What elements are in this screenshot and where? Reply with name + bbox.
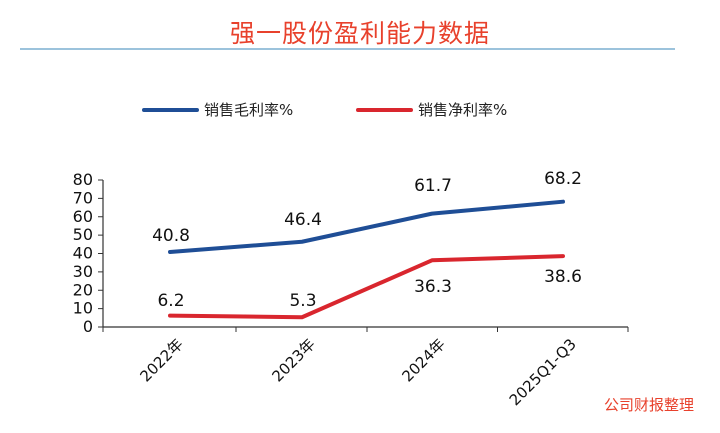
gross-margin-line	[168, 199, 565, 255]
chart-title: 强一股份盈利能力数据	[229, 19, 490, 48]
chart-data-labels: 40.8 46.4 61.7 68.2 6.2 5.3 36.3 38.6	[152, 169, 582, 311]
net-margin-data-label: 38.6	[544, 267, 582, 287]
gross-margin-data-label: 61.7	[414, 176, 452, 196]
x-category-label: 2022年	[136, 335, 186, 385]
y-tick-label: 0	[83, 317, 93, 336]
y-tick-label: 10	[73, 299, 93, 318]
chart-series	[168, 199, 565, 320]
y-tick-label: 20	[73, 280, 93, 299]
y-tick-label: 40	[73, 244, 93, 263]
gross-margin-data-label: 46.4	[284, 210, 322, 230]
chart-legend: 销售毛利率% 销售净利率%	[142, 101, 507, 119]
x-category-label: 2023年	[268, 335, 318, 385]
net-margin-line	[168, 254, 565, 320]
net-margin-data-label: 6.2	[157, 291, 184, 311]
y-tick-label: 60	[73, 207, 93, 226]
y-tick-label: 50	[73, 225, 93, 244]
legend-label: 销售净利率%	[418, 101, 507, 119]
x-category-label: 2024年	[398, 335, 448, 385]
source-watermark: 公司财报整理	[603, 396, 694, 414]
y-tick-label: 80	[73, 170, 93, 189]
gross-margin-data-label: 68.2	[544, 169, 582, 189]
y-tick-label: 30	[73, 262, 93, 281]
net-margin-data-label: 5.3	[289, 291, 316, 311]
gross-margin-data-label: 40.8	[152, 226, 190, 246]
net-margin-data-label: 36.3	[414, 277, 452, 297]
legend-label: 销售毛利率%	[204, 101, 293, 119]
y-tick-label: 70	[73, 188, 93, 207]
title-divider	[20, 48, 675, 50]
x-category-label: 2025Q1-Q3	[506, 335, 580, 409]
